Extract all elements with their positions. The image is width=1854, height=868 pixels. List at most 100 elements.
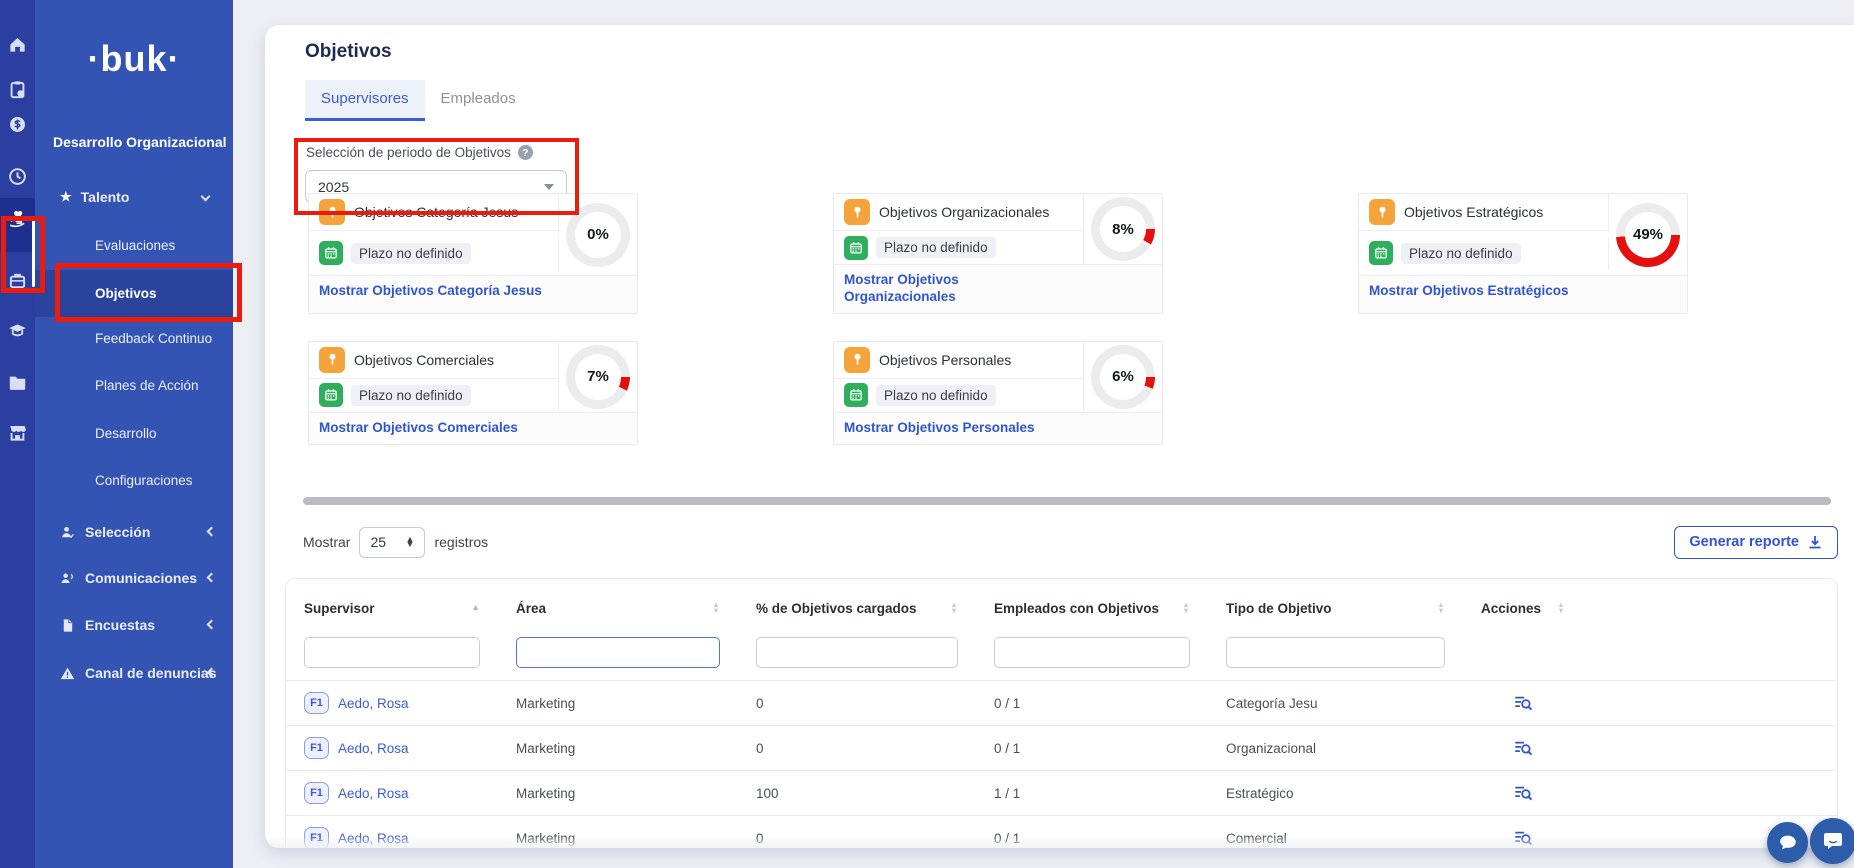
filter-input-empleados[interactable] [994,637,1190,668]
show-objectives-link[interactable]: Mostrar Objetivos Categoría Jesus [319,283,542,299]
supervisor-cell: F1 Aedo, Rosa [286,681,498,725]
sort-icon: ▴ ▾ [1558,600,1563,615]
sidebar-item-evaluaciones[interactable]: Evaluaciones [95,237,176,253]
empleados-cell: 0 / 1 [994,740,1021,756]
chevron-down-icon [200,191,211,202]
progress-donut: 49% [1616,202,1680,267]
pushpin-icon [319,199,345,225]
view-details-button[interactable] [1463,681,1583,725]
show-objectives-link[interactable]: Mostrar Objetivos Personales [844,419,1035,435]
document-icon [60,618,76,633]
payroll-dollar-icon[interactable] [8,115,27,134]
filter-input-area[interactable] [516,637,720,668]
progress-donut: 0% [566,202,630,267]
column-header-supervisor[interactable]: Supervisor ▴ [304,600,478,616]
pct-cell: 100 [756,785,779,801]
show-objectives-link[interactable]: Mostrar Objetivos Comerciales [319,419,518,435]
objective-card-header: Objetivos Organizacionales [834,194,1084,231]
sort-icon: ▴ ▾ [713,600,718,615]
view-details-button[interactable] [1463,771,1583,815]
objective-cards: Objetivos Categoría Jesus Plazo no defin… [308,193,1688,445]
sidebar-item-encuestas[interactable]: Encuestas [35,610,233,640]
horizontal-scrollbar[interactable] [303,497,1831,505]
filter-input-pct[interactable] [756,637,958,668]
time-clock-icon[interactable] [8,167,27,186]
benefits-case-icon[interactable] [8,271,27,290]
sidebar-item-talento[interactable]: ★ Talento [35,182,233,212]
supervisor-link[interactable]: Aedo, Rosa [338,785,409,801]
column-header-area[interactable]: Área ▴ ▾ [516,600,718,616]
area-cell: Marketing [516,830,576,846]
feedback-chat-button[interactable] [1767,822,1808,863]
generate-report-button[interactable]: Generar reporte [1674,525,1838,559]
show-objectives-cell: Mostrar Objetivos Estratégicos [1359,275,1609,313]
sidebar-item-feedback-continuo[interactable]: Feedback Continuo [95,330,213,346]
table-row: F1 Aedo, Rosa Marketing 100 1 / 1 Estrat… [286,771,1837,816]
donut-cell: 7% [559,342,637,412]
ficha-badge: F1 [304,782,329,804]
progress-percent: 8% [1112,220,1134,238]
card-empty-cell [1084,411,1162,444]
sidebar-item-canal-de-denuncias[interactable]: Canal de denuncias [35,658,233,688]
sidebar-item-objetivos[interactable]: Objetivos [35,270,233,317]
filter-input-tipo[interactable] [1226,637,1445,668]
progress-donut: 8% [1091,197,1155,261]
view-details-button[interactable] [1463,816,1583,848]
column-header-tipo[interactable]: Tipo de Objetivo ▴ ▾ [1226,600,1443,616]
tab-bar: Supervisores Empleados [305,80,532,121]
tipo-cell: Estratégico [1226,785,1294,801]
calendar-icon [319,241,343,266]
warning-triangle-icon [60,666,76,681]
pushpin-icon [844,346,870,373]
help-icon[interactable]: ? [517,145,533,160]
sidebar-item-desarrollo[interactable]: Desarrollo [95,425,157,441]
supervisor-link[interactable]: Aedo, Rosa [338,695,409,711]
ficha-badge: F1 [304,827,329,848]
star-icon: ★ [60,189,72,204]
table-row: F1 Aedo, Rosa Marketing 0 0 / 1 Categorí… [286,681,1837,726]
supervisor-link[interactable]: Aedo, Rosa [338,740,409,756]
home-icon[interactable] [8,35,27,54]
sidebar-item-comunicaciones[interactable]: Comunicaciones [35,563,233,593]
download-icon [1809,536,1821,549]
sidebar-item-planes-de-accion[interactable]: Planes de Acción [95,377,199,393]
page-size-select[interactable]: 25 ▲ ▼ [359,526,426,558]
show-objectives-link[interactable]: Mostrar Objetivos Estratégicos [1369,283,1569,299]
supervisor-cell: F1 Aedo, Rosa [286,771,498,815]
list-search-icon [1515,696,1533,711]
sidebar-item-configuraciones[interactable]: Configuraciones [95,472,193,488]
tipo-cell: Comercial [1226,830,1287,846]
clipboard-clock-icon[interactable] [8,80,27,99]
tab-empleados[interactable]: Empleados [440,90,516,107]
supervisor-link[interactable]: Aedo, Rosa [338,830,409,846]
show-objectives-cell: Mostrar Objetivos Categoría Jesus [309,275,559,313]
filter-input-supervisor[interactable] [304,637,480,668]
sidebar-item-seleccion[interactable]: Selección [35,517,233,547]
donut-cell: 6% [1084,342,1162,412]
list-search-icon [1515,741,1533,756]
deadline-row: Plazo no definido [1359,236,1609,270]
main-panel: Objetivos Supervisores Empleados Selecci… [265,25,1854,848]
icon-rail [0,0,35,868]
tab-supervisores[interactable]: Supervisores [305,80,425,121]
card-empty-cell [559,411,637,444]
marketplace-store-icon[interactable] [8,423,27,442]
show-objectives-link[interactable]: Mostrar Objetivos Organizacionales [844,272,959,304]
caret-down-icon [544,183,554,190]
documents-folder-icon[interactable] [8,373,27,392]
column-header-pct-objetivos[interactable]: % de Objetivos cargados ▴ ▾ [756,600,956,616]
pct-cell: 0 [756,830,764,846]
training-graduation-icon[interactable] [8,321,27,340]
chevron-left-icon [206,526,217,537]
table-header: Supervisor ▴ Área ▴ ▾ % de Objetivos cargad… [286,579,1837,637]
area-cell: Marketing [516,785,576,801]
chevron-left-icon [206,619,217,630]
list-search-icon [1515,831,1533,846]
talent-hand-heart-icon[interactable] [8,209,27,228]
tipo-cell: Organizacional [1226,740,1317,756]
view-details-button[interactable] [1463,726,1583,770]
column-header-empleados[interactable]: Empleados con Objetivos ▴ ▾ [994,600,1188,616]
column-header-acciones[interactable]: Acciones ▴ ▾ [1481,600,1563,616]
support-chat-button[interactable] [1810,818,1854,864]
objective-card-title: Objetivos Organizacionales [879,204,1050,220]
